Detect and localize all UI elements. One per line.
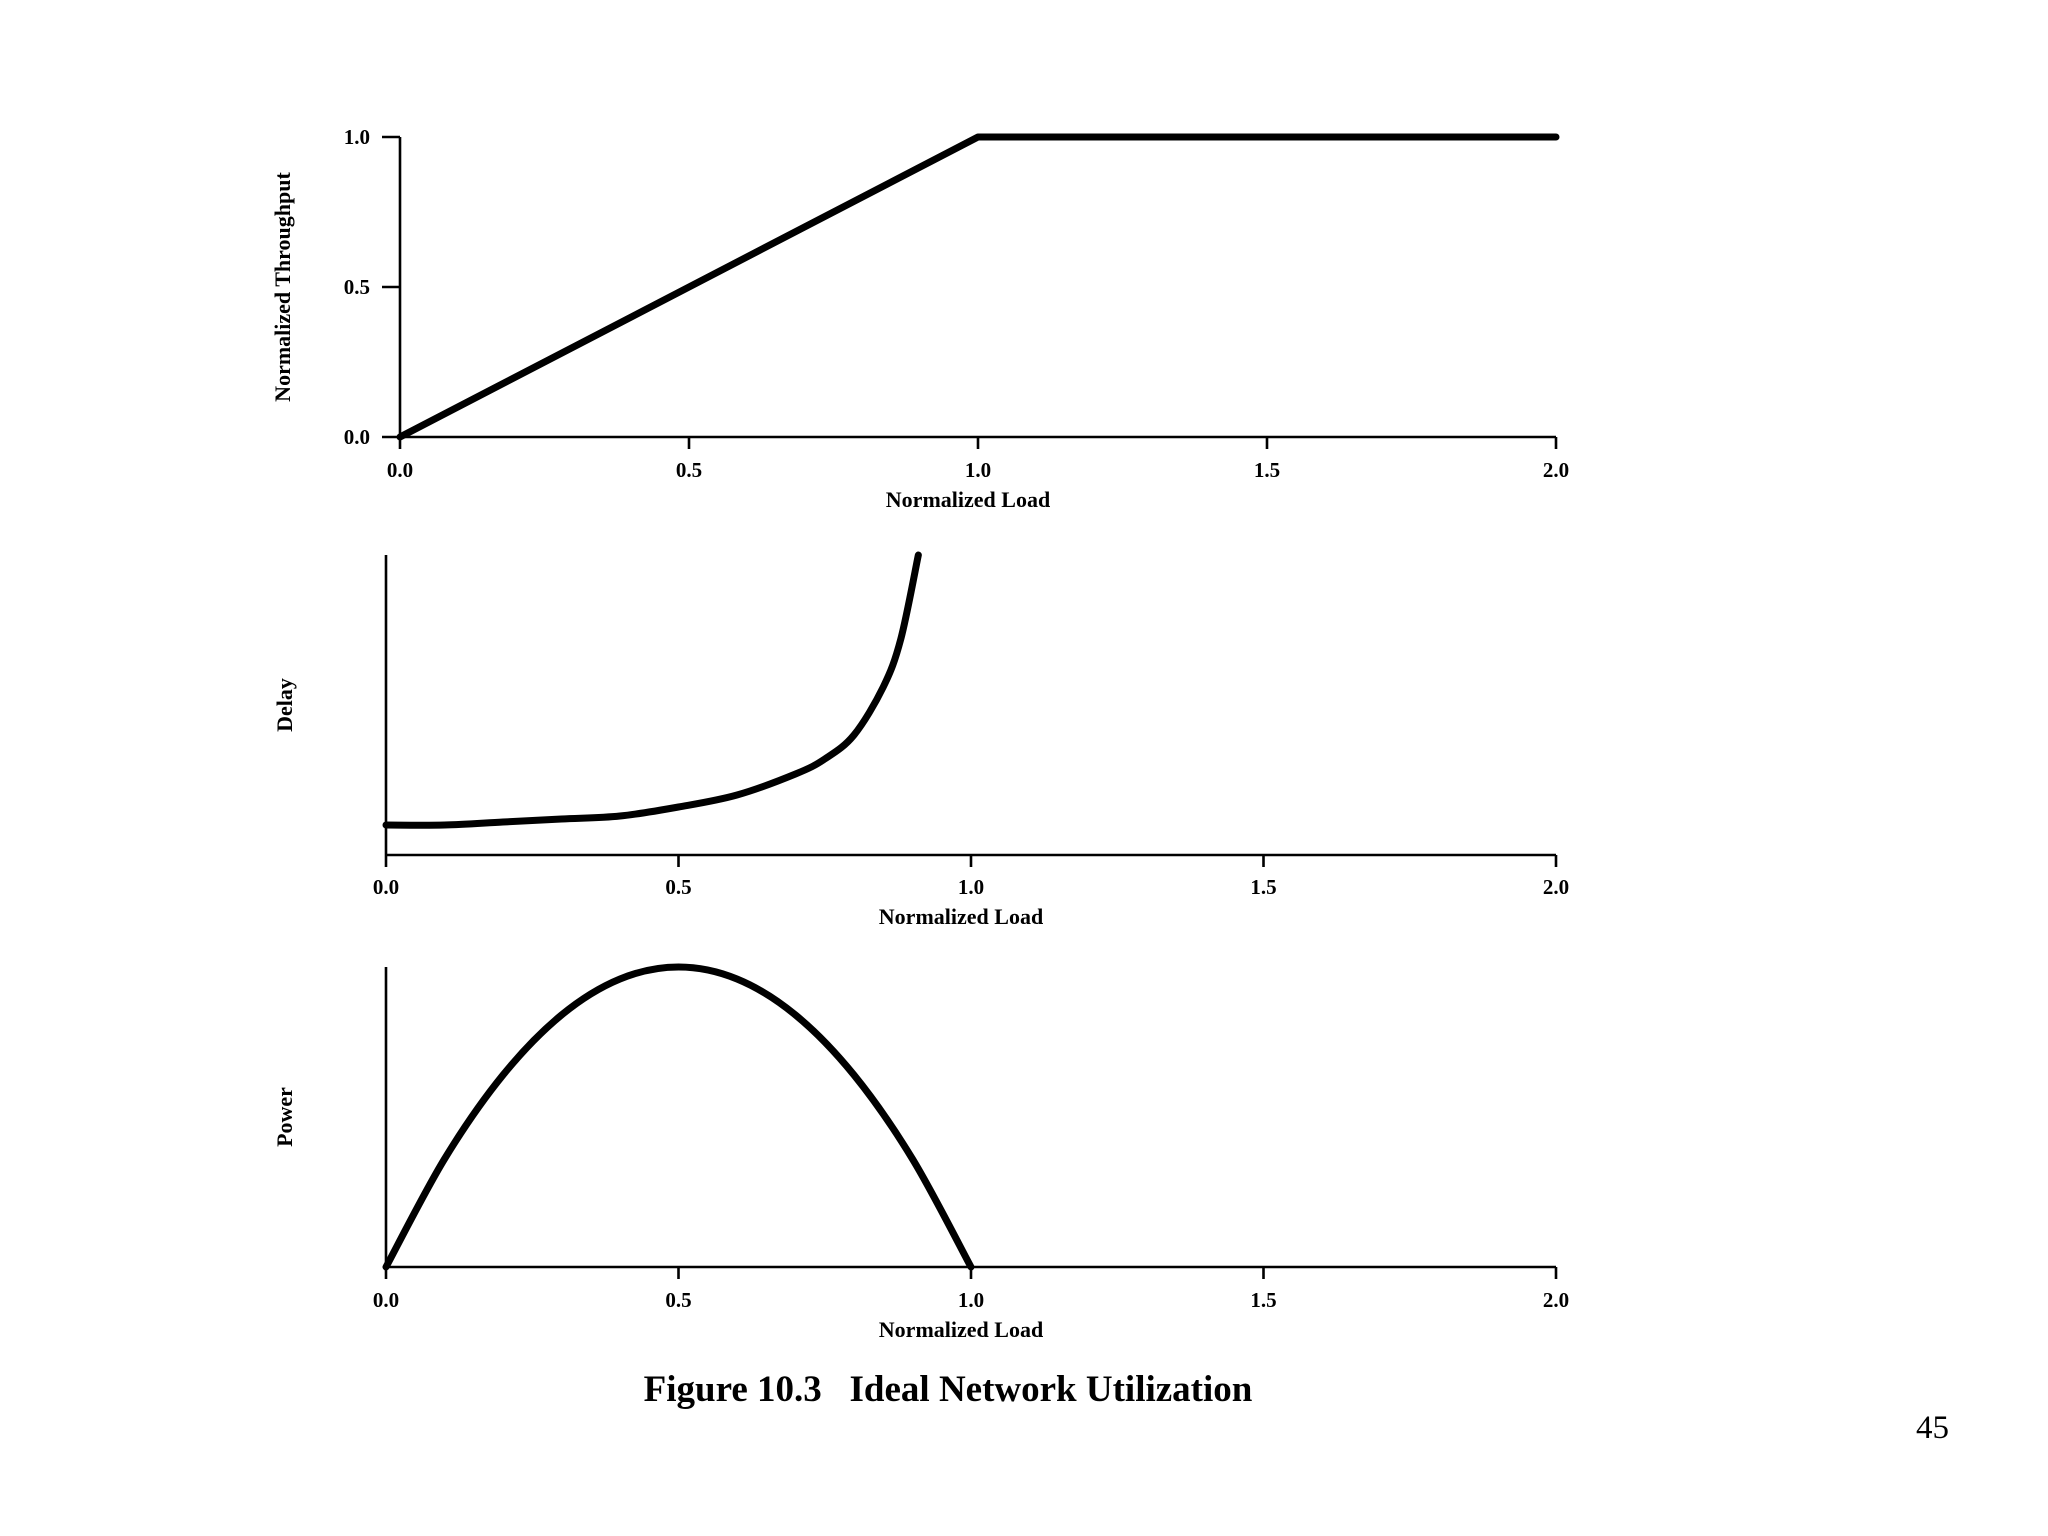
delay-x-tick-label: 0.0 bbox=[373, 875, 399, 899]
delay-x-tick-label: 2.0 bbox=[1543, 875, 1569, 899]
delay-x-axis-title: Normalized Load bbox=[879, 904, 1043, 929]
power-x-tick-label: 1.0 bbox=[958, 1288, 984, 1312]
slide-number: 45 bbox=[1916, 1410, 1949, 1446]
throughput-x-tick-label: 1.5 bbox=[1254, 458, 1280, 482]
delay-x-tick-label: 1.5 bbox=[1250, 875, 1276, 899]
throughput-chart: 0.0 0.5 1.0 1.5 2.0 0.0 0.5 1.0 Normalized Load N… bbox=[270, 125, 1569, 512]
power-x-axis-title: Normalized Load bbox=[879, 1317, 1043, 1342]
throughput-series-line bbox=[396, 133, 1560, 441]
throughput-x-tick-label: 0.5 bbox=[676, 458, 702, 482]
power-x-tick-label: 0.0 bbox=[373, 1288, 399, 1312]
figure-caption: Figure 10.3 Ideal Network Utilization bbox=[643, 1369, 1253, 1410]
delay-x-tick-label: 1.0 bbox=[958, 875, 984, 899]
power-x-tick-label: 1.5 bbox=[1250, 1288, 1276, 1312]
throughput-x-axis-title: Normalized Load bbox=[886, 487, 1050, 512]
power-chart: 0.0 0.5 1.0 1.5 2.0 Normalized Load Power bbox=[272, 963, 1569, 1342]
throughput-y-tick-label: 0.5 bbox=[344, 275, 370, 299]
throughput-x-tick-label: 2.0 bbox=[1543, 458, 1569, 482]
throughput-y-tick-label: 1.0 bbox=[344, 125, 370, 149]
throughput-y-axis-title: Normalized Throughput bbox=[270, 172, 295, 402]
delay-chart: 0.0 0.5 1.0 1.5 2.0 Normalized Load Delay bbox=[272, 551, 1569, 929]
power-y-axis-title: Power bbox=[272, 1087, 297, 1147]
power-x-tick-label: 0.5 bbox=[665, 1288, 691, 1312]
delay-x-tick-label: 0.5 bbox=[665, 875, 691, 899]
power-x-tick-label: 2.0 bbox=[1543, 1288, 1569, 1312]
throughput-x-tick-label: 0.0 bbox=[387, 458, 413, 482]
throughput-x-tick-label: 1.0 bbox=[965, 458, 991, 482]
delay-series-line bbox=[382, 551, 922, 829]
throughput-y-tick-label: 0.0 bbox=[344, 425, 370, 449]
power-series-line bbox=[382, 963, 975, 1271]
delay-y-axis-title: Delay bbox=[272, 678, 297, 732]
